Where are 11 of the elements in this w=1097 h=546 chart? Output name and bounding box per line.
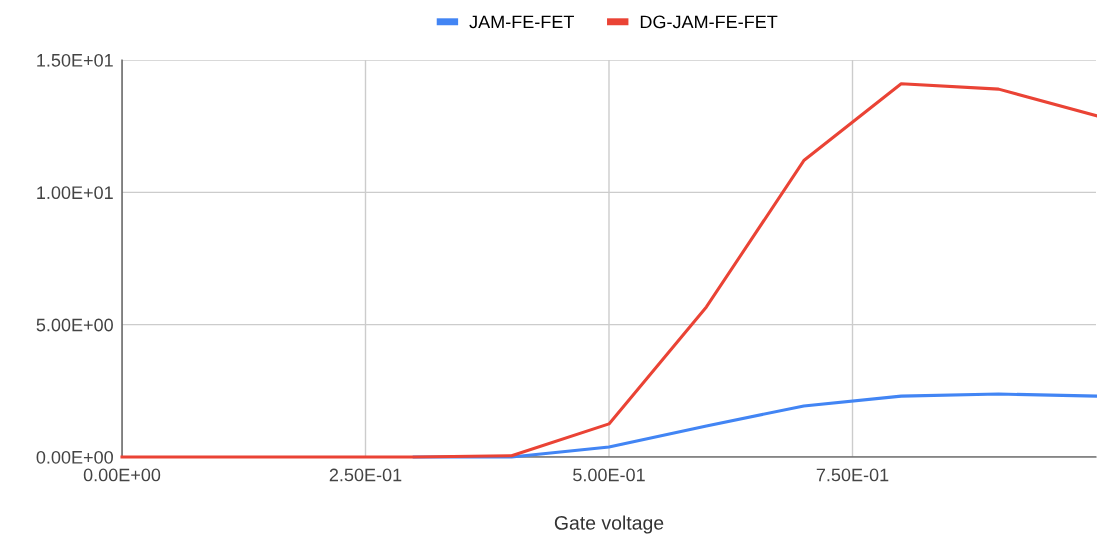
x-tick-label: 5.00E-01 xyxy=(573,468,645,482)
x-axis-title: Gate voltage xyxy=(554,515,664,534)
legend-label: JAM-FE-FET xyxy=(469,15,574,29)
y-tick-label: 1.50E+01 xyxy=(37,53,113,67)
y-tick-label: 0.00E+00 xyxy=(36,450,113,464)
x-tick-label: 7.50E-01 xyxy=(816,468,889,482)
y-tick-label: 5.00E+00 xyxy=(36,318,113,332)
x-tick-label: 0.00E+00 xyxy=(83,468,161,482)
y-tick-label: 1.00E+01 xyxy=(37,186,113,200)
x-tick-label: 2.50E-01 xyxy=(329,468,402,482)
legend-label: DG-JAM-FE-FET xyxy=(640,15,778,29)
